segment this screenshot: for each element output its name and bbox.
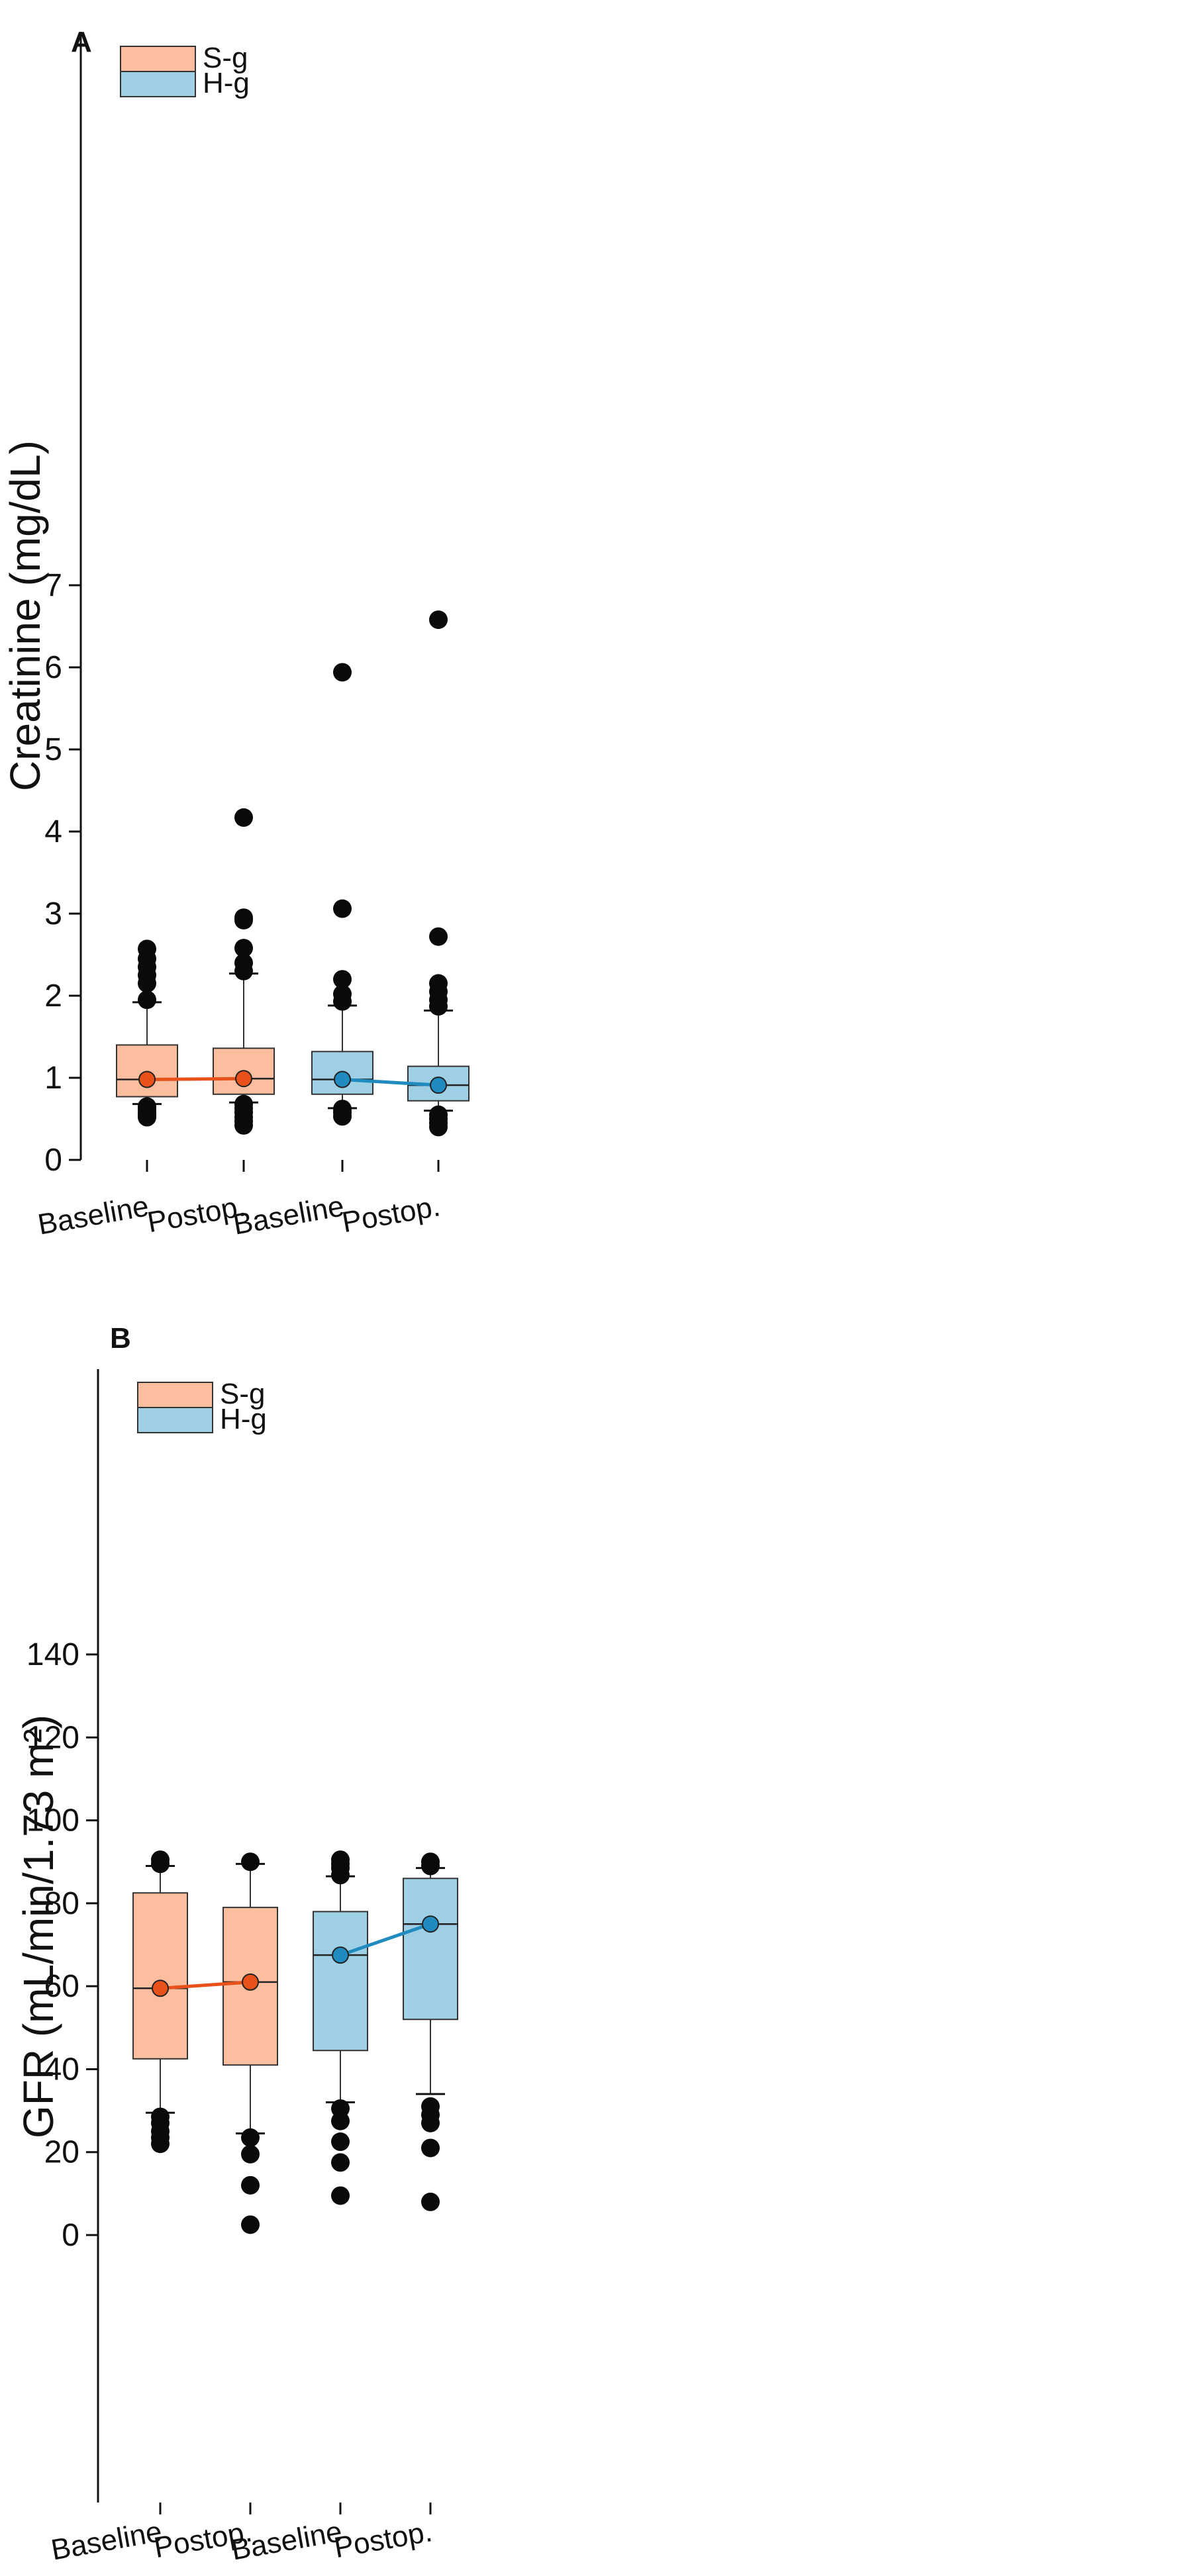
panel-b-mean-marker [422, 1915, 439, 1933]
panel-a-y-tick-label: 7 [44, 568, 62, 603]
panel-a-y-tick-label: 3 [44, 896, 62, 931]
panel-a-legend-swatch-h [120, 71, 196, 97]
panel-a-y-label: Creatinine (mg/dL) [1, 440, 49, 791]
panel-a-outlier-point [429, 974, 448, 993]
panel-b-mean-marker [332, 1946, 349, 1964]
panel-b-y-tick-label: 40 [44, 2052, 79, 2087]
panel-a-marks [116, 610, 470, 1137]
panel-a-box-group [116, 939, 178, 1127]
panel-b-y-label: GFR (mL/min/1.73 m²) [15, 1715, 62, 2138]
panel-b-outlier-point [421, 2138, 440, 2158]
panel-b-y-tick-label: 80 [44, 1886, 79, 1921]
panel-a-outlier-point [138, 1097, 156, 1116]
panel-b-box [313, 1911, 368, 2052]
panel-a-mean-line [342, 1077, 439, 1087]
panel-a-outlier-point [333, 970, 352, 989]
panel-b-y-tick-label: 0 [62, 2218, 79, 2253]
panel-a-outlier-point [429, 927, 448, 946]
panel-b-category-label: Postop. [332, 2515, 434, 2564]
panel-a-category-label: Baseline [231, 1190, 347, 1241]
panel-a-mean-marker [235, 1070, 252, 1088]
panel-b-y-tick-label: 60 [44, 1969, 79, 2004]
panel-b-box-group [403, 1852, 458, 2211]
panel-a-category-label: Postop. [340, 1190, 442, 1239]
panel-a-legend-label-s: S-g [203, 42, 248, 74]
panel-b-outlier-point [331, 2132, 350, 2152]
panel-b-outlier-point [331, 2099, 350, 2118]
panel-b-y-tick-label: 100 [26, 1803, 79, 1838]
panel-b-outlier-point [241, 2215, 260, 2234]
panel-b-outlier-point [241, 2144, 260, 2164]
panel-a-outlier-point [234, 1094, 253, 1114]
panel-b-y-tick-label: 20 [44, 2135, 79, 2170]
panel-b-mean-marker [242, 1973, 259, 1991]
panel-a-box-group [311, 663, 373, 1126]
panel-b-marks [132, 1850, 458, 2234]
panel-a-outlier-point [234, 908, 253, 928]
panel-b-label: B [110, 1322, 131, 1355]
panel-a-box [116, 1044, 178, 1098]
panel-b-outlier-point [151, 2107, 170, 2126]
panel-a-outlier-point [234, 808, 253, 827]
panel-a-outlier-point [333, 899, 352, 918]
panel-a-outlier-point [333, 663, 352, 682]
panel-a-outlier-point [138, 990, 156, 1010]
panel-a-y-tick-label: 5 [44, 732, 62, 767]
panel-b-outlier-point [421, 1852, 440, 1872]
panel-a-outlier-point [333, 984, 352, 1004]
panel-a-outlier-point [429, 1105, 448, 1124]
panel-a-y-tick-label: 4 [44, 814, 62, 849]
panel-b-legend-label-s: S-g [220, 1378, 265, 1410]
panel-b-box-group [313, 1850, 368, 2205]
panel-a-y-tick-label: 0 [44, 1143, 62, 1178]
panel-b-legend-swatch-h [137, 1407, 213, 1433]
panel-a-outlier-point [429, 610, 448, 630]
panel-b-outlier-point [331, 2153, 350, 2172]
panel-a-category-label: Baseline [36, 1190, 152, 1241]
panel-a-outlier-point [138, 939, 156, 959]
panel-b-outlier-point [421, 2192, 440, 2211]
panel-b-outlier-point [151, 1850, 170, 1870]
panel-a-outlier-point [333, 1100, 352, 1119]
panel-b-outlier-point [241, 1852, 260, 1872]
panel-a-box-group [407, 610, 470, 1137]
panel-a-legend-label-h: H-g [203, 67, 250, 99]
panel-a-y-tick-label: 2 [44, 978, 62, 1014]
panel-b-outlier-point [331, 1850, 350, 1870]
panel-b: B GFR (mL/min/1.73 m²) S-g H-g 0 20 40 60 80… [15, 1322, 458, 2567]
panel-b-legend-label-h: H-g [220, 1403, 267, 1435]
panel-a-mean-line [146, 1076, 244, 1081]
panel-b-box-group [223, 1852, 278, 2234]
panel-b-category-label: Baseline [49, 2515, 165, 2567]
panel-b-y-tick-label: 120 [26, 1720, 79, 1755]
panel-a-legend-swatch-s [120, 46, 196, 72]
panel-b-outlier-point [241, 2175, 260, 2195]
panel-a-outlier-point [234, 953, 253, 973]
panel-a-mean-marker [138, 1071, 156, 1088]
panel-b-outlier-point [241, 2128, 260, 2147]
panel-b-box [403, 1878, 458, 2021]
panel-a-y-tick-label: 1 [44, 1061, 62, 1096]
panel-b-outlier-point [331, 2186, 350, 2205]
panel-b-box [132, 1892, 188, 2060]
panel-b-mean-marker [152, 1980, 169, 1997]
panel-b-y-tick-label: 140 [26, 1637, 79, 1672]
panel-b-box-group [132, 1850, 188, 2154]
panel-b-outlier-point [421, 2097, 440, 2116]
panel-b-mean-line [160, 1980, 251, 1990]
panel-a-mean-marker [334, 1071, 351, 1088]
panel-a-y-tick-label: 6 [44, 650, 62, 685]
panel-a-y-ticks: 0 1 2 3 4 5 6 7 [44, 568, 81, 1178]
panel-b-legend-swatch-s [137, 1382, 213, 1408]
panel-a-outlier-point [234, 939, 253, 958]
panel-a-mean-marker [430, 1076, 447, 1094]
panel-b-y-ticks: 0 20 40 60 80 100 120 140 [26, 1637, 98, 2253]
panel-b-mean-line [340, 1922, 431, 1957]
